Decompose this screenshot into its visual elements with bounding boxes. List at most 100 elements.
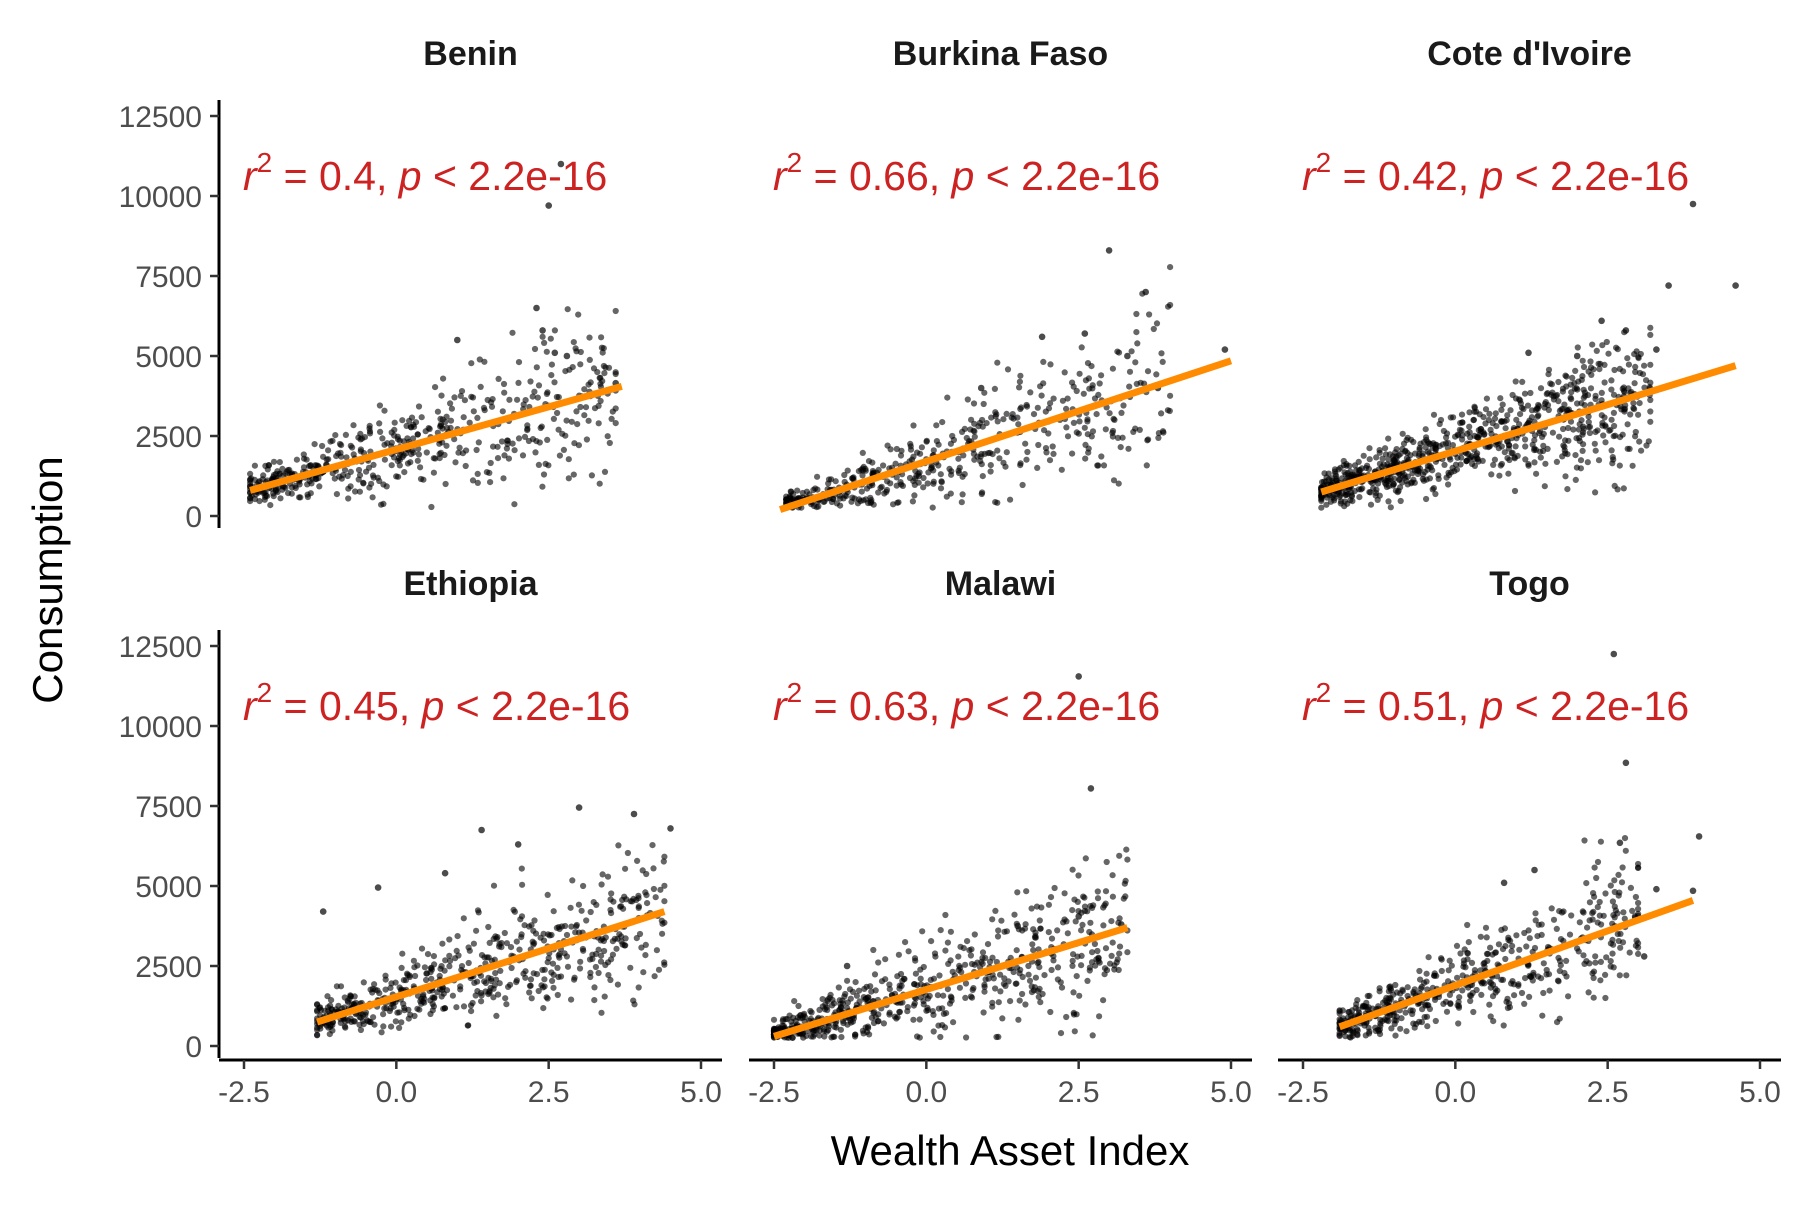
- data-point: [609, 938, 617, 945]
- data-point: [1523, 943, 1530, 950]
- facet-title: Burkina Faso: [893, 35, 1108, 73]
- data-point: [351, 1018, 358, 1025]
- data-point: [962, 994, 969, 1002]
- data-point: [262, 462, 269, 469]
- data-point: [1327, 498, 1334, 505]
- data-point: [1390, 991, 1397, 998]
- x-tick-label: -2.5: [218, 1076, 270, 1109]
- data-point: [1063, 405, 1070, 412]
- data-point: [989, 916, 996, 923]
- data-point: [1116, 852, 1123, 859]
- data-point: [609, 408, 616, 415]
- data-point: [1459, 419, 1466, 426]
- data-point: [481, 978, 488, 985]
- data-point: [443, 442, 450, 449]
- data-point: [494, 455, 502, 462]
- data-point: [1019, 927, 1026, 934]
- data-point: [555, 426, 562, 433]
- data-point: [1602, 890, 1609, 897]
- data-point: [924, 1007, 932, 1014]
- data-point: [460, 414, 467, 421]
- data-point: [428, 975, 435, 982]
- data-point: [463, 447, 470, 454]
- data-point: [940, 1010, 948, 1018]
- data-point: [414, 431, 421, 438]
- data-point: [1583, 880, 1590, 887]
- data-point: [799, 489, 806, 497]
- data-point: [1586, 429, 1593, 437]
- data-point: [513, 977, 521, 984]
- data-point: [300, 464, 308, 471]
- data-point: [1466, 429, 1473, 436]
- data-point: [995, 999, 1002, 1006]
- data-point: [959, 428, 966, 435]
- data-point: [1134, 340, 1141, 347]
- data-point: [813, 504, 820, 511]
- data-point: [583, 917, 590, 924]
- data-point: [824, 996, 832, 1003]
- data-point: [1030, 987, 1037, 994]
- data-point: [930, 975, 938, 982]
- data-point: [912, 957, 919, 964]
- data-point: [928, 464, 936, 471]
- data-point: [1341, 503, 1348, 510]
- data-point: [630, 810, 638, 818]
- data-point: [583, 436, 591, 443]
- data-point: [1438, 967, 1445, 975]
- data-point: [1126, 368, 1134, 375]
- data-point: [1498, 976, 1505, 983]
- data-point: [577, 361, 584, 368]
- data-point: [1626, 949, 1633, 956]
- data-point: [1108, 918, 1115, 925]
- data-point: [1417, 985, 1425, 992]
- data-point: [1635, 864, 1642, 872]
- data-point: [1050, 953, 1057, 960]
- data-point: [1621, 406, 1628, 413]
- data-point: [917, 450, 924, 457]
- data-point: [594, 369, 601, 376]
- data-point: [530, 927, 537, 934]
- data-point: [624, 849, 632, 857]
- data-point: [1585, 419, 1592, 426]
- data-point: [465, 959, 472, 967]
- data-point: [540, 1005, 547, 1012]
- data-point: [1521, 1000, 1528, 1008]
- data-point: [1635, 905, 1642, 913]
- data-point: [971, 456, 978, 463]
- data-point: [571, 974, 578, 981]
- data-point: [1490, 461, 1497, 468]
- data-point: [431, 995, 438, 1002]
- data-point: [911, 981, 918, 988]
- data-point: [1012, 980, 1019, 987]
- data-point: [1572, 367, 1579, 374]
- data-point: [1695, 833, 1703, 840]
- data-point: [438, 993, 445, 1000]
- data-point: [1492, 410, 1499, 417]
- data-point: [567, 904, 574, 911]
- data-point: [1447, 1000, 1454, 1008]
- data-point: [923, 438, 930, 445]
- data-point: [980, 400, 987, 408]
- data-point: [892, 460, 899, 467]
- data-point: [937, 927, 944, 934]
- data-point: [1403, 1028, 1410, 1035]
- data-point: [966, 438, 973, 445]
- data-point: [612, 307, 619, 315]
- data-point: [789, 1034, 796, 1041]
- data-point: [586, 356, 593, 363]
- data-point: [451, 436, 458, 443]
- data-point: [580, 882, 587, 890]
- x-tick-label: -2.5: [1277, 1076, 1329, 1109]
- data-point: [929, 504, 936, 511]
- data-point: [916, 1034, 923, 1041]
- data-point: [1142, 288, 1149, 296]
- data-point: [937, 471, 944, 478]
- data-point: [1501, 418, 1508, 425]
- data-point: [1592, 953, 1599, 960]
- data-point: [858, 488, 865, 495]
- data-point: [1042, 445, 1050, 452]
- data-point: [1423, 434, 1430, 441]
- data-point: [1607, 882, 1614, 889]
- data-point: [1418, 1019, 1425, 1026]
- data-point: [1040, 358, 1047, 365]
